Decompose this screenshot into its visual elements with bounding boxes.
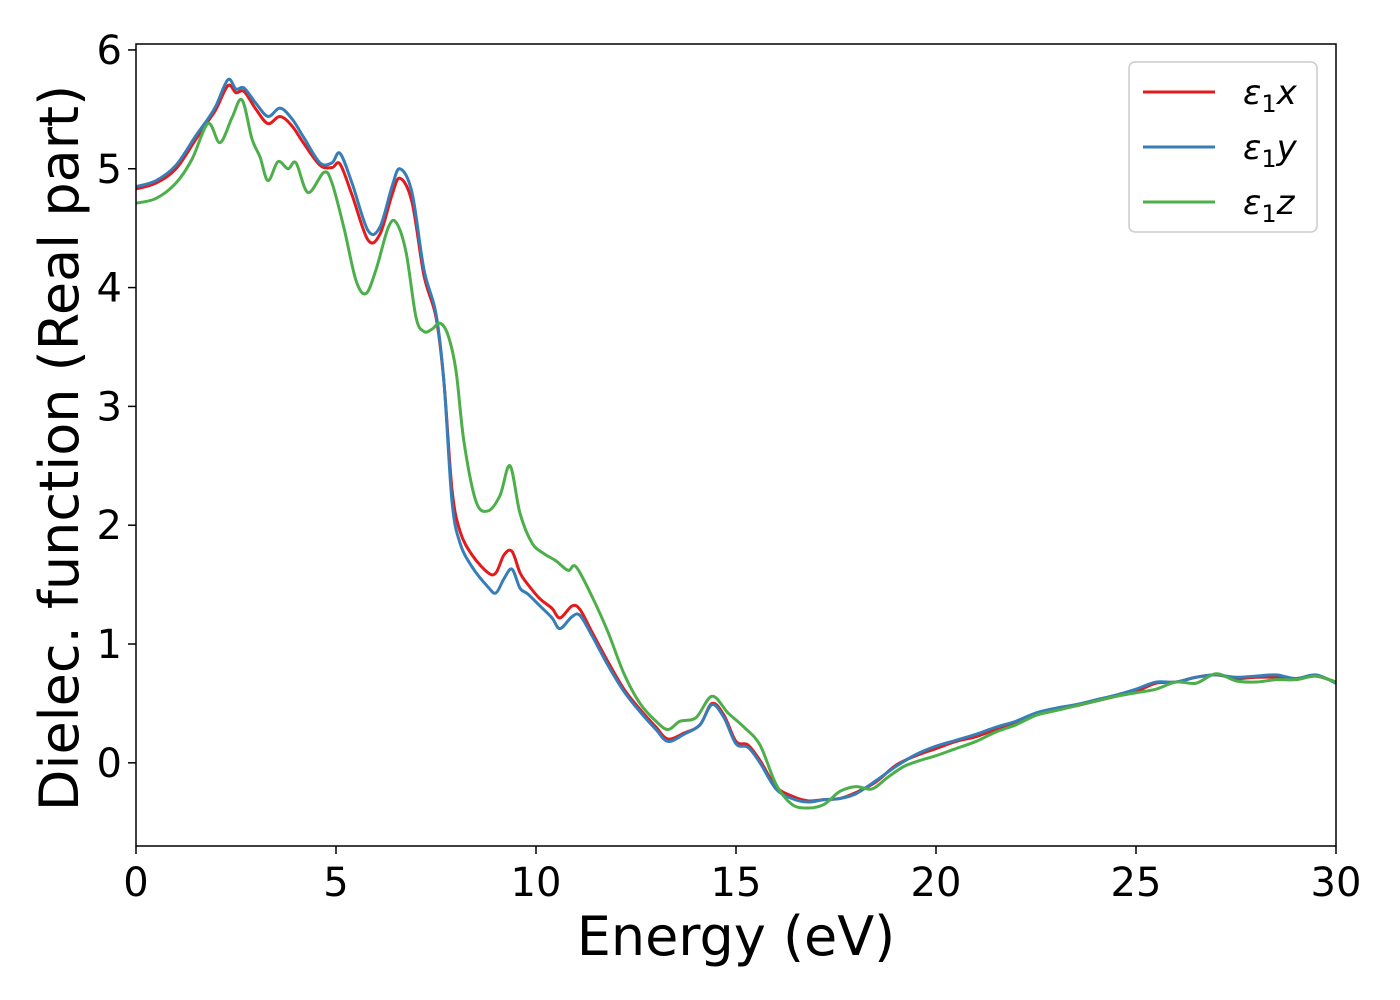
legend: ε1x ε1y ε1z [1128,61,1318,233]
y-axis-ticks: 0 1 2 3 4 5 6 [97,28,136,787]
legend-label-z: ε1z [1243,183,1296,228]
x-tick-label: 25 [1111,860,1162,906]
x-tick-label: 0 [123,860,148,906]
y-tick-label: 2 [97,503,122,549]
y-tick-label: 3 [97,384,122,430]
y-tick-label: 0 [97,741,122,787]
series-line-y [136,77,1336,804]
x-tick-label: 10 [511,860,562,906]
y-tick-label: 5 [97,147,122,193]
y-tick-label: 6 [97,28,122,74]
y-tick-label: 4 [97,266,122,312]
legend-label-x: ε1x [1243,73,1298,118]
x-axis-label: Energy (eV) [577,905,896,968]
x-tick-label: 15 [711,860,762,906]
y-axis-label: Dielec. function (Real part) [28,85,91,811]
x-tick-label: 30 [1311,860,1362,906]
y-tick-label: 1 [97,622,122,668]
legend-box [1128,61,1318,233]
series-line-z [136,97,1336,810]
x-tick-label: 5 [323,860,348,906]
x-axis-ticks: 0 5 10 15 20 25 30 [123,846,1361,906]
x-tick-label: 20 [911,860,962,906]
series-layer [136,77,1336,810]
legend-label-y: ε1y [1243,128,1298,173]
plot-frame [135,43,1337,847]
